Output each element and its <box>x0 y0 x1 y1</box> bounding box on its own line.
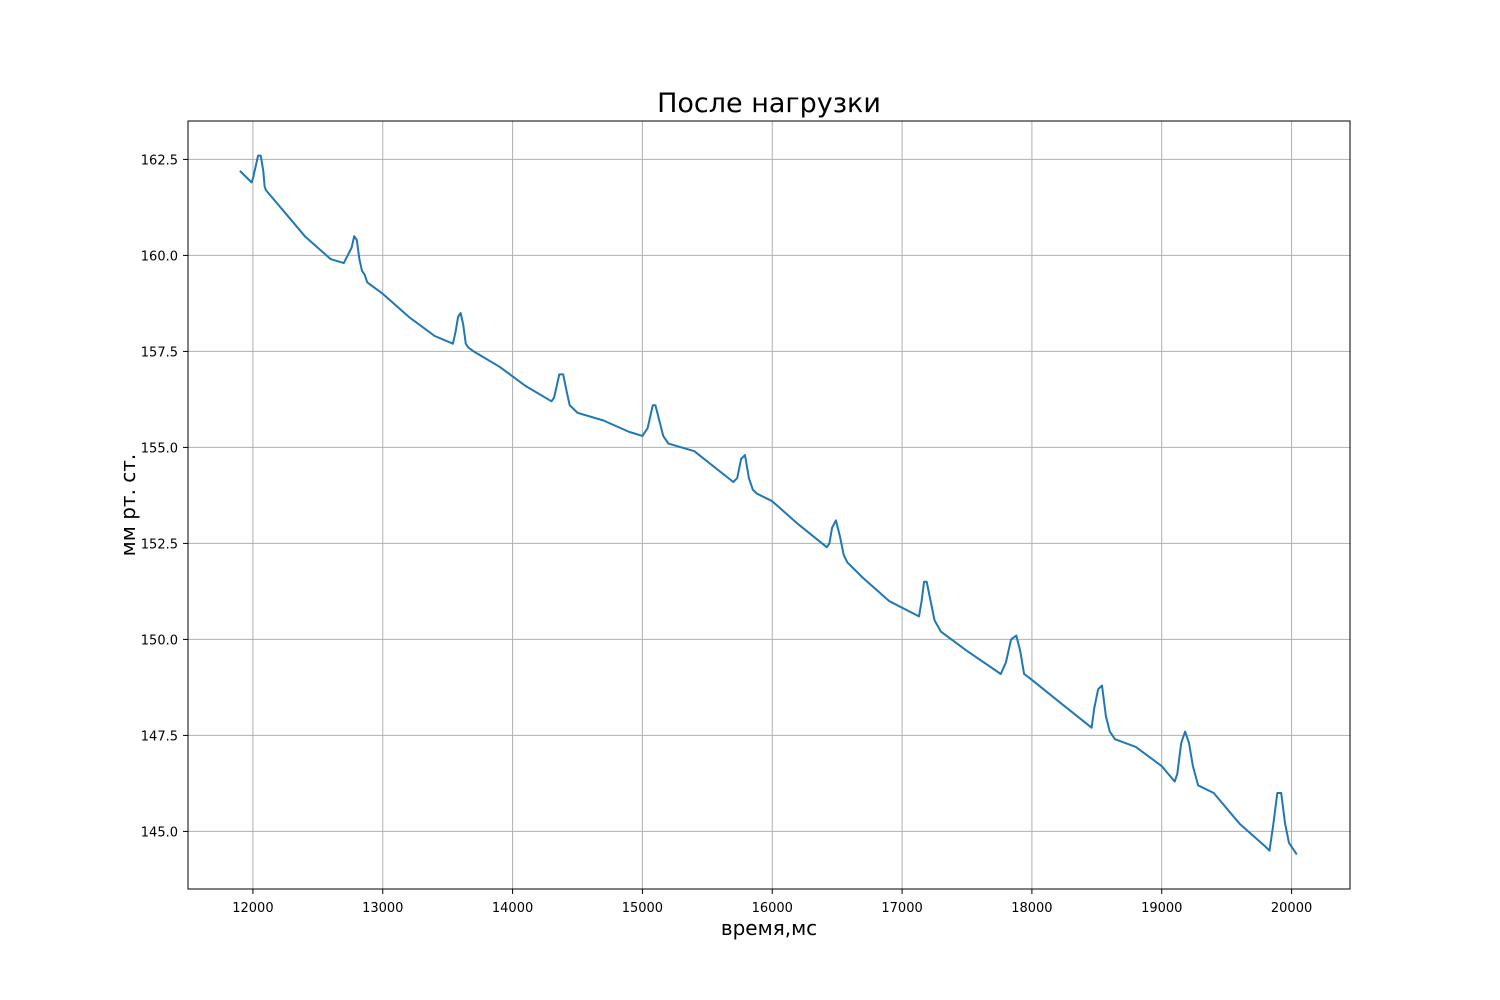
series-layer <box>239 154 1298 855</box>
y-tick-label: 157.5 <box>141 345 178 360</box>
grid-lines <box>188 121 1350 889</box>
y-axis-label: мм рт. ст. <box>116 454 140 557</box>
x-tick-label: 15000 <box>622 901 663 916</box>
y-axis-ticks: 145.0 147.5 150.0 152.5 155.0 157.5 160.0 162.5 <box>141 153 188 840</box>
y-tick-label: 155.0 <box>141 441 178 456</box>
x-tick-label: 12000 <box>232 901 273 916</box>
x-tick-label: 18000 <box>1011 901 1052 916</box>
x-tick-label: 20000 <box>1271 901 1312 916</box>
x-tick-label: 13000 <box>362 901 403 916</box>
chart-title: После нагрузки <box>657 88 881 119</box>
x-tick-label: 19000 <box>1141 901 1182 916</box>
x-axis-label: время,мс <box>721 916 817 940</box>
y-tick-label: 150.0 <box>141 633 178 648</box>
series-line <box>239 154 1298 855</box>
y-tick-label: 145.0 <box>141 825 178 840</box>
y-tick-label: 160.0 <box>141 249 178 264</box>
x-tick-label: 16000 <box>752 901 793 916</box>
x-tick-label: 14000 <box>492 901 533 916</box>
x-tick-label: 17000 <box>881 901 922 916</box>
y-tick-label: 152.5 <box>141 537 178 552</box>
y-tick-label: 162.5 <box>141 153 178 168</box>
y-tick-label: 147.5 <box>141 729 178 744</box>
plot-frame <box>187 120 1351 890</box>
x-axis-ticks: 12000 13000 14000 15000 16000 17000 18000 19000… <box>232 889 1312 916</box>
